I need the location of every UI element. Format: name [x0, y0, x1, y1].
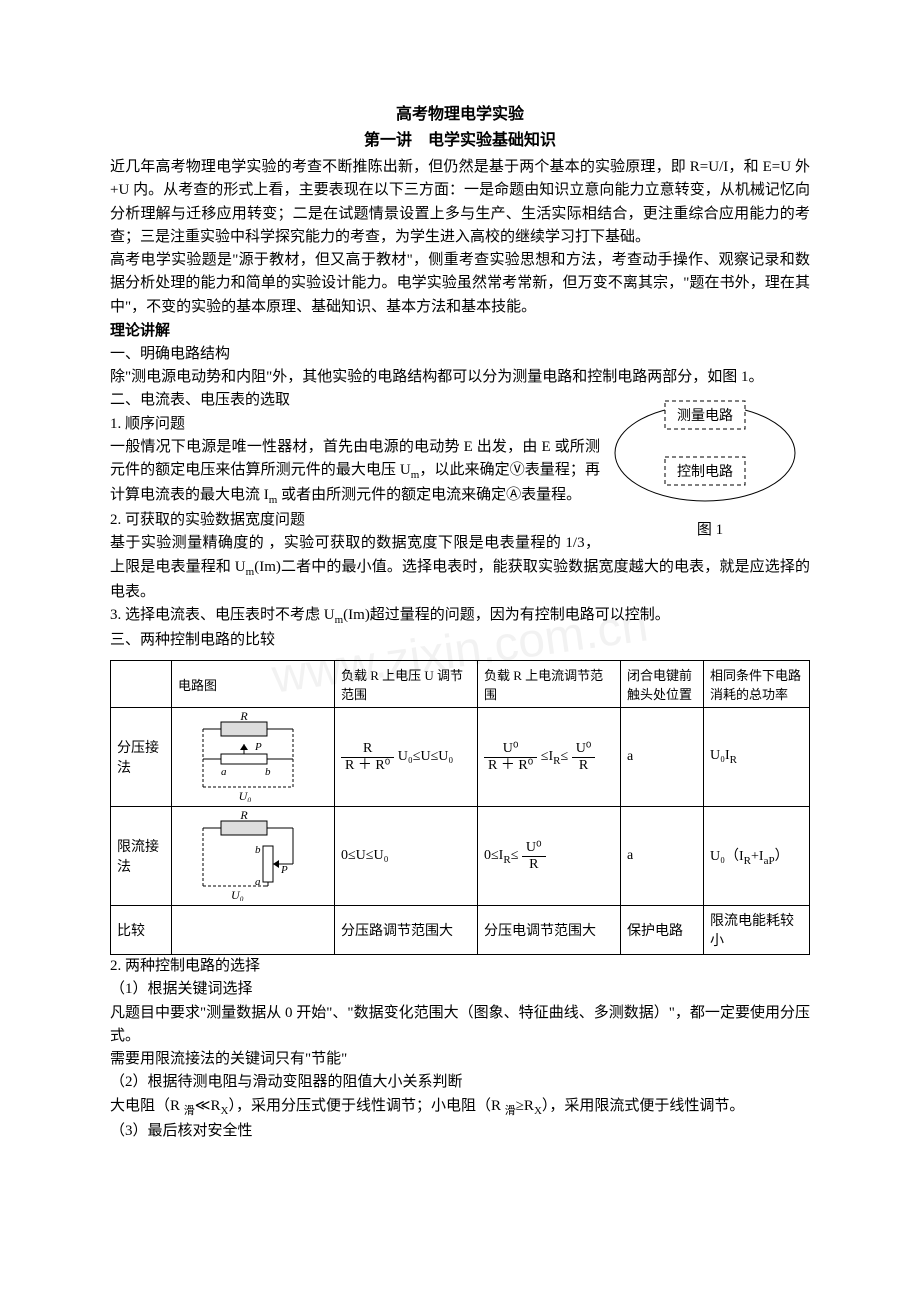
- sec4-item3-head: （3）最后核对安全性: [110, 1120, 810, 1143]
- th-i-range: 负载 R 上电流调节范围: [478, 661, 621, 708]
- page: 高考物理电学实验 第一讲 电学实验基础知识 近几年高考物理电学实验的考查不断推陈…: [0, 0, 920, 1302]
- svg-text:U₀: U₀: [239, 789, 252, 802]
- cmp-3: 分压电调节范围大: [478, 906, 621, 955]
- cmp-4: 保护电路: [621, 906, 704, 955]
- svg-text:a: a: [221, 766, 227, 778]
- table-row-limiter: 限流接法 R P b a U₀: [111, 807, 810, 906]
- th-u-range: 负载 R 上电压 U 调节范围: [335, 661, 478, 708]
- row1-i-frac-right: U⁰ R: [572, 741, 596, 773]
- sec4-item2-p: 大电阻（R 滑≪RX），采用分压式便于线性调节；小电阻（R 滑≥RX），采用限流…: [110, 1095, 810, 1120]
- row2-power: U₀（IR+IaP）: [704, 807, 810, 906]
- row1-u-range: R R ＋ R⁰ U₀≤U≤U₀: [335, 708, 478, 807]
- figure-1-caption: 图 1: [610, 518, 810, 539]
- page-title-2: 第一讲 电学实验基础知识: [110, 126, 810, 150]
- cmp-5: 限流电能耗较小: [704, 906, 810, 955]
- intro-paragraph-1: 近几年高考物理电学实验的考查不断推陈出新，但仍然是基于两个基本的实验原理，即 R…: [110, 156, 810, 249]
- row1-name: 分压接法: [111, 708, 172, 807]
- svg-text:P: P: [280, 864, 288, 876]
- row2-u-range: 0≤U≤U₀: [335, 807, 478, 906]
- sec4-item2-head: （2）根据待测电阻与滑动变阻器的阻值大小关系判断: [110, 1071, 810, 1094]
- svg-text:b: b: [265, 766, 271, 778]
- svg-text:P: P: [254, 741, 262, 753]
- sec1-p1: 除"测电源电动势和内阻"外，其他实验的电路结构都可以分为测量电路和控制电路两部分…: [110, 366, 810, 389]
- row1-pos: a: [621, 708, 704, 807]
- page-title-1: 高考物理电学实验: [110, 100, 810, 124]
- sec4-head: 2. 两种控制电路的选择: [110, 955, 810, 978]
- row1-u-frac: R R ＋ R⁰: [341, 741, 394, 773]
- intro-paragraph-2: 高考电学实验题是"源于教材，但又高于教材"，侧重考查实验思想和方法，考查动手操作…: [110, 249, 810, 319]
- cmp-2: 分压路调节范围大: [335, 906, 478, 955]
- svg-text:U₀: U₀: [231, 888, 244, 901]
- sec2-q1-c: 或者由所测元件的额定电流来确定Ⓐ表量程。: [277, 487, 581, 503]
- row2-i-range: 0≤IR≤ U⁰ R: [478, 807, 621, 906]
- row2-pos: a: [621, 807, 704, 906]
- svg-text:b: b: [255, 844, 261, 856]
- th-blank: [111, 661, 172, 708]
- table-header-row: 电路图 负载 R 上电压 U 调节范围 负载 R 上电流调节范围 闭合电键前触头…: [111, 661, 810, 708]
- th-pos: 闭合电键前触头处位置: [621, 661, 704, 708]
- figure-1-label-bottom: 控制电路: [677, 464, 733, 480]
- sec4-item1-head: （1）根据关键词选择: [110, 978, 810, 1001]
- row1-i-frac-left: U⁰ R ＋ R⁰: [484, 741, 537, 773]
- theory-heading: 理论讲解: [110, 319, 810, 343]
- figure-1-wrapper: 测量电路 控制电路 图 1: [610, 393, 810, 539]
- row1-power: U₀IR: [704, 708, 810, 807]
- sec2-q3-tail: (Im)超过量程的问题，因为有控制电路可以控制。: [343, 607, 670, 623]
- table-row-divider: 分压接法 R P a b U₀: [111, 708, 810, 807]
- row2-circuit-cell: R P b a U₀: [172, 807, 335, 906]
- row2-name: 限流接法: [111, 807, 172, 906]
- cmp-1: [172, 906, 335, 955]
- row2-i-frac: U⁰ R: [522, 840, 546, 872]
- limiter-circuit-svg: R P b a U₀: [183, 811, 323, 901]
- sec3-head: 三、两种控制电路的比较: [110, 629, 810, 652]
- figure-1-label-top: 测量电路: [677, 408, 733, 424]
- table-row-compare: 比较 分压路调节范围大 分压电调节范围大 保护电路 限流电能耗较小: [111, 906, 810, 955]
- row1-i-range: U⁰ R ＋ R⁰ ≤IR≤ U⁰ R: [478, 708, 621, 807]
- sec2-q3-body: 3. 选择电流表、电压表时不考虑 Um(Im)超过量程的问题，因为有控制电路可以…: [110, 604, 810, 629]
- th-circuit: 电路图: [172, 661, 335, 708]
- sec1-head: 一、明确电路结构: [110, 343, 810, 366]
- cmp-0: 比较: [111, 906, 172, 955]
- svg-text:R: R: [239, 712, 248, 723]
- divider-circuit-svg: R P a b U₀: [183, 712, 323, 802]
- sec4-item1-p2: 需要用限流接法的关键词只有"节能": [110, 1048, 810, 1071]
- sec4-item1-p: 凡题目中要求"测量数据从 0 开始"、"数据变化范围大（图象、特征曲线、多测数据…: [110, 1002, 810, 1049]
- sub-m: m: [411, 469, 420, 481]
- row1-circuit-cell: R P a b U₀: [172, 708, 335, 807]
- sec2-q3-head: 3. 选择电流表、电压表时不考虑 U: [110, 607, 335, 623]
- sec2-q2-body: 基于实验测量精确度的 ，实验可获取的数据宽度下限是电表量程的 1/3，上限是电表…: [110, 532, 810, 604]
- sub-m4: m: [335, 614, 344, 626]
- th-power: 相同条件下电路消耗的总功率: [704, 661, 810, 708]
- svg-text:R: R: [239, 811, 248, 822]
- sub-m3: m: [246, 566, 255, 578]
- comparison-table: 电路图 负载 R 上电压 U 调节范围 负载 R 上电流调节范围 闭合电键前触头…: [110, 660, 810, 955]
- svg-text:a: a: [255, 876, 261, 888]
- figure-1-diagram: 测量电路 控制电路: [610, 393, 800, 513]
